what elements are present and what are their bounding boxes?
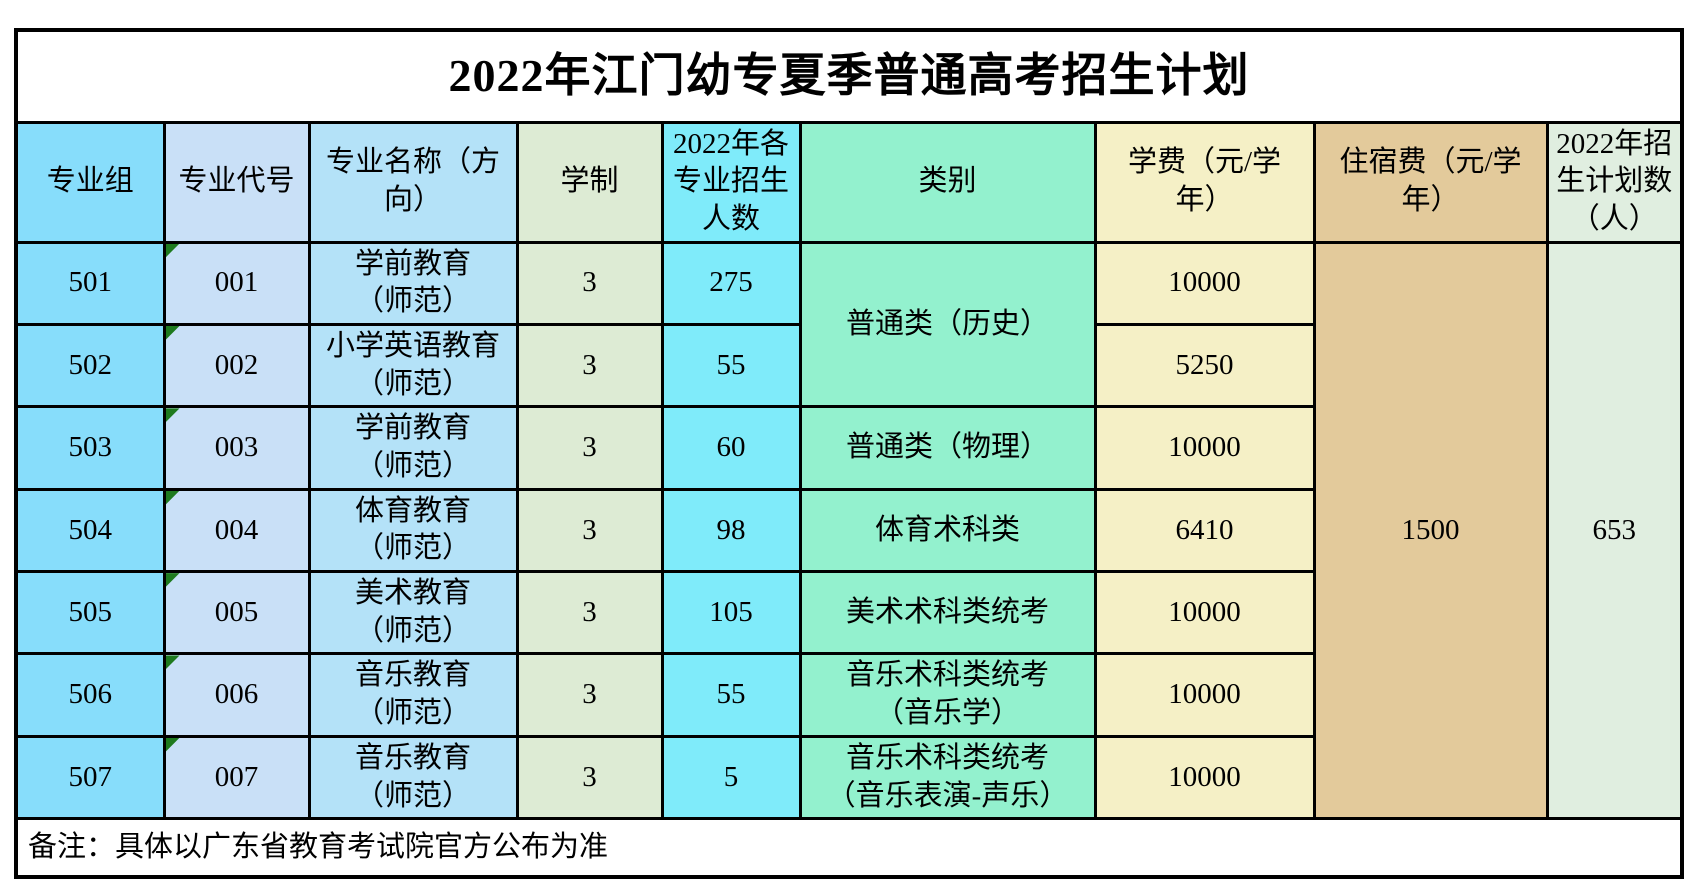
major-cell: 美术教育 （师范） [307, 570, 519, 656]
code-value: 006 [214, 678, 259, 711]
category-cell: 音乐术科类统考 （音乐学） [798, 652, 1097, 738]
code-cell: 004 [162, 487, 311, 574]
enrollment-table: 2022年江门幼专夏季普通高考招生计划 专业组 专业代号 专业名称（方 向） 学… [14, 28, 1685, 879]
category-cell: 美术术科类统考 [798, 570, 1097, 656]
duration-cell: 3 [515, 734, 664, 821]
duration-cell: 3 [515, 240, 664, 326]
category-cell: 普通类（历史） [798, 240, 1097, 409]
group-cell: 501 [14, 240, 166, 326]
duration-cell: 3 [515, 487, 664, 574]
major-cell: 音乐教育 （师范） [307, 652, 519, 738]
code-cell: 007 [162, 734, 311, 821]
table-title: 2022年江门幼专夏季普通高考招生计划 [14, 28, 1684, 124]
group-cell: 507 [14, 734, 166, 821]
code-cell: 003 [162, 405, 311, 491]
enrollment-cell: 98 [660, 487, 802, 574]
header-tuition: 学费（元/学 年） [1093, 120, 1316, 244]
plan-total-cell: 653 [1545, 240, 1684, 821]
code-cell: 006 [162, 652, 311, 738]
header-major-name: 专业名称（方 向） [307, 120, 519, 244]
major-cell: 学前教育 （师范） [307, 405, 519, 491]
category-cell: 体育术科类 [798, 487, 1097, 574]
tuition-cell: 10000 [1093, 652, 1316, 738]
header-category: 类别 [798, 120, 1097, 244]
enrollment-cell: 275 [660, 240, 802, 326]
code-cell: 001 [162, 240, 311, 326]
enrollment-cell: 55 [660, 322, 802, 409]
code-value: 005 [214, 595, 259, 628]
header-major-code: 专业代号 [162, 120, 311, 244]
category-cell: 普通类（物理） [798, 405, 1097, 491]
group-cell: 503 [14, 405, 166, 491]
tuition-cell: 6410 [1093, 487, 1316, 574]
major-cell: 音乐教育 （师范） [307, 734, 519, 821]
code-cell: 002 [162, 322, 311, 409]
duration-cell: 3 [515, 322, 664, 409]
note-text: 备注：具体以广东省教育考试院官方公布为准 [14, 817, 1684, 879]
major-cell: 学前教育 （师范） [307, 240, 519, 326]
excel-flag-icon [167, 574, 180, 588]
tuition-cell: 10000 [1093, 240, 1316, 326]
excel-flag-icon [167, 409, 180, 423]
tuition-cell: 10000 [1093, 734, 1316, 821]
code-cell: 005 [162, 570, 311, 656]
header-plan-total: 2022年招 生计划数 （人） [1545, 120, 1684, 244]
excel-flag-icon [167, 492, 180, 505]
excel-flag-icon [167, 245, 180, 258]
group-cell: 505 [14, 570, 166, 656]
enrollment-cell: 5 [660, 734, 802, 821]
code-value: 004 [214, 513, 259, 546]
group-cell: 506 [14, 652, 166, 738]
header-major-group: 专业组 [14, 120, 166, 244]
tuition-cell: 10000 [1093, 570, 1316, 656]
major-cell: 体育教育 （师范） [307, 487, 519, 574]
header-enrollment-2022: 2022年各 专业招生 人数 [660, 120, 802, 244]
group-cell: 502 [14, 322, 166, 409]
enrollment-cell: 55 [660, 652, 802, 738]
enrollment-cell: 60 [660, 405, 802, 491]
code-value: 002 [214, 348, 259, 381]
group-cell: 504 [14, 487, 166, 574]
code-value: 001 [214, 266, 259, 299]
header-accommodation-fee: 住宿费（元/学 年） [1312, 120, 1549, 244]
code-value: 007 [214, 760, 259, 793]
excel-flag-icon [167, 327, 180, 340]
tuition-cell: 10000 [1093, 405, 1316, 491]
excel-flag-icon [167, 739, 180, 752]
major-cell: 小学英语教育 （师范） [307, 322, 519, 409]
code-value: 003 [214, 431, 259, 464]
header-duration: 学制 [515, 120, 664, 244]
tuition-cell: 5250 [1093, 322, 1316, 409]
duration-cell: 3 [515, 405, 664, 491]
duration-cell: 3 [515, 652, 664, 738]
enrollment-cell: 105 [660, 570, 802, 656]
excel-flag-icon [167, 656, 180, 670]
category-cell: 音乐术科类统考 （音乐表演-声乐） [798, 734, 1097, 821]
accommodation-cell: 1500 [1312, 240, 1549, 821]
duration-cell: 3 [515, 570, 664, 656]
